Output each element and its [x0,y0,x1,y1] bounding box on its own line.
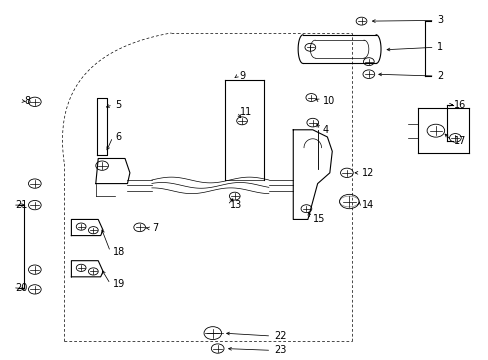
Text: 3: 3 [436,15,442,26]
Text: 17: 17 [453,136,466,145]
Text: 18: 18 [113,247,125,257]
Text: 1: 1 [436,42,442,52]
Text: 16: 16 [453,100,466,110]
Text: 21: 21 [15,200,28,210]
Text: 4: 4 [322,125,328,135]
Text: 14: 14 [361,200,373,210]
Text: 11: 11 [239,107,251,117]
Text: 22: 22 [273,331,285,341]
Text: 8: 8 [24,96,30,106]
Text: 19: 19 [113,279,125,289]
Text: 2: 2 [436,71,443,81]
Text: 6: 6 [115,132,121,142]
Text: 12: 12 [361,168,373,178]
Text: 23: 23 [273,345,285,355]
Text: 20: 20 [15,283,28,293]
Text: 15: 15 [312,215,325,224]
Text: 5: 5 [115,100,122,110]
Text: 13: 13 [229,200,242,210]
Text: 7: 7 [152,224,158,233]
Text: 10: 10 [322,96,334,106]
Text: 9: 9 [239,71,245,81]
